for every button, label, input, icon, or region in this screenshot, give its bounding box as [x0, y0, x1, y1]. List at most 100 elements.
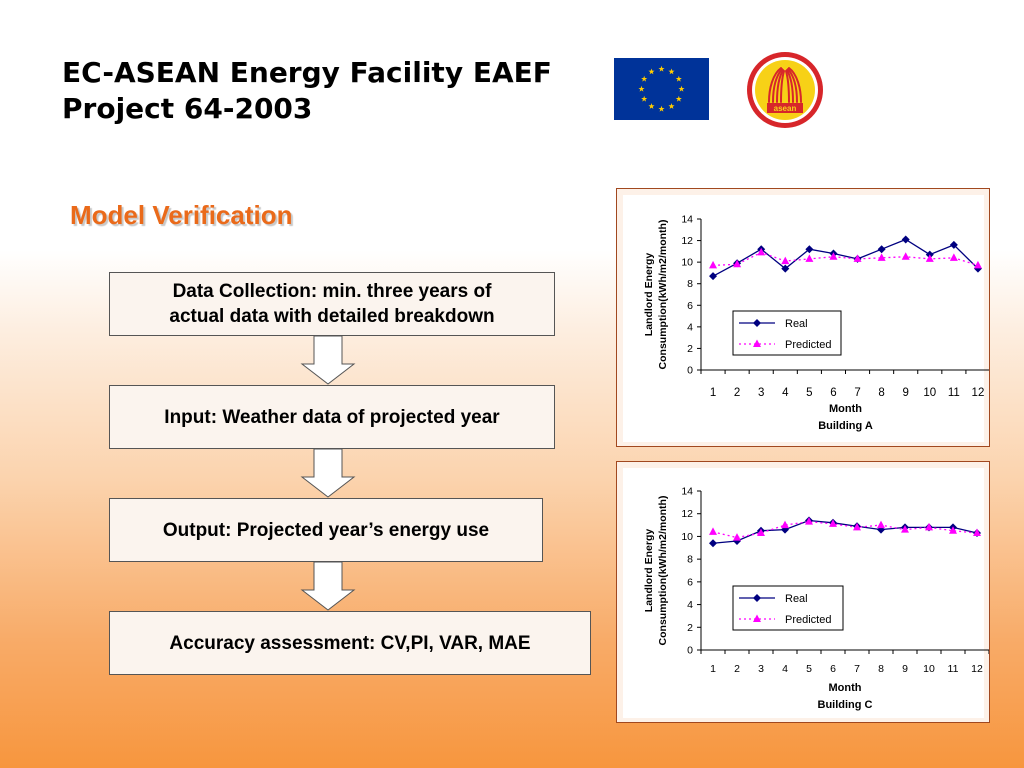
chart-legend: [732, 585, 844, 631]
y-axis-label-line-1: Landlord Energy: [643, 529, 655, 613]
eu-star-icon: [658, 65, 665, 72]
chart-title: Building C: [818, 699, 873, 711]
legend-marker-predicted: [753, 339, 761, 347]
x-tick-label: 11: [948, 387, 960, 399]
x-tick-label: 4: [782, 387, 789, 399]
down-arrow-icon: [300, 336, 356, 385]
flow-step-output: Output: Projected year’s energy use: [109, 498, 543, 562]
chart-building-c: 0 2 4 6 8 10 12 14 1 2 3 4 5 6 7 8 9 10 11 12 Month Building …: [616, 461, 990, 723]
eu-star-icon: [658, 105, 665, 112]
y-tick-label: 4: [687, 321, 693, 333]
flow-step-input: Input: Weather data of projected year: [109, 385, 555, 449]
chart-building-a: 0 2 4 6 8 10 12 14 1 2 3 4 5 6 7 8 9 10 11 12 Month Building …: [616, 188, 990, 447]
asean-logo: asean: [747, 52, 823, 128]
x-tick-label: 10: [923, 387, 936, 399]
flow-step-2-label: Input: Weather data of projected year: [164, 406, 500, 428]
x-tick-label: 2: [734, 387, 740, 399]
x-axis-label: Month: [829, 682, 862, 694]
point-predicted: [757, 247, 766, 256]
point-predicted: [853, 254, 862, 262]
flow-step-1-line-1: Data Collection: min. three years of: [172, 281, 492, 302]
x-tick-label: 3: [758, 387, 764, 399]
legend-label-real: Real: [785, 593, 808, 605]
y-axis-label-line-2: Consumption(kWh/m2/month): [657, 220, 669, 370]
x-tick-label: 3: [758, 663, 764, 675]
x-tick-label: 1: [710, 387, 716, 399]
point-predicted: [829, 252, 838, 260]
x-tick-label: 9: [903, 387, 909, 399]
point-predicted: [877, 253, 886, 261]
y-tick-label: 14: [681, 214, 693, 226]
flow-step-data-collection: Data Collection: min. three years of act…: [109, 272, 555, 336]
eu-star-icon: [641, 95, 648, 102]
flow-step-3-label: Output: Projected year’s energy use: [162, 519, 490, 541]
eu-star-icon: [638, 85, 645, 92]
point-predicted: [973, 260, 982, 269]
legend-marker-real: [753, 319, 761, 327]
flow-step-4-label: Accuracy assessment: CV,PI, VAR, MAE: [169, 632, 531, 654]
eu-star-icon: [668, 103, 675, 109]
series-line-real: [712, 519, 978, 544]
point-predicted: [949, 253, 958, 261]
y-tick-label: 8: [687, 554, 693, 566]
point-predicted: [781, 256, 790, 265]
point-real: [805, 245, 814, 254]
point-predicted: [925, 522, 933, 531]
point-predicted: [877, 520, 885, 529]
x-tick-label: 9: [902, 663, 908, 675]
series-line-real: [712, 238, 979, 277]
eu-star-icon: [648, 103, 655, 109]
x-tick-label: 7: [854, 663, 860, 675]
point-predicted: [901, 252, 910, 260]
x-tick-label: 6: [830, 663, 836, 675]
point-predicted: [805, 254, 814, 262]
x-tick-label: 5: [806, 387, 812, 399]
x-tick-label: 12: [971, 663, 983, 675]
point-predicted: [949, 526, 957, 534]
y-tick-label: 6: [687, 576, 693, 588]
y-tick-label: 12: [681, 235, 693, 247]
title-line-2: Project 64-2003: [62, 92, 313, 125]
x-tick-label: 1: [710, 663, 716, 675]
point-predicted: [925, 254, 934, 262]
point-real: [709, 272, 718, 281]
series-line-predicted: [712, 521, 978, 539]
x-tick-label: 5: [806, 663, 812, 675]
point-predicted: [853, 522, 861, 531]
flow-step-accuracy-assessment: Accuracy assessment: CV,PI, VAR, MAE: [109, 611, 591, 675]
point-predicted: [733, 533, 741, 541]
point-predicted: [781, 520, 789, 529]
y-tick-label: 2: [687, 343, 693, 355]
legend-marker-predicted: [753, 614, 761, 622]
point-real: [709, 539, 717, 548]
eu-star-icon: [675, 75, 682, 82]
y-tick-label: 10: [681, 531, 693, 543]
section-title: Model Verification: [70, 200, 293, 230]
y-axis-label-line-2: Consumption(kWh/m2/month): [657, 496, 669, 646]
down-arrow-icon: [300, 449, 356, 498]
flow-step-1-line-2: actual data with detailed breakdown: [169, 306, 495, 327]
y-tick-label: 12: [681, 508, 693, 520]
y-axis-label-line-1: Landlord Energy: [643, 253, 655, 337]
point-real: [901, 235, 910, 244]
eu-star-icon: [675, 95, 682, 102]
x-tick-label: 8: [878, 387, 884, 399]
point-real: [781, 525, 789, 534]
x-tick-label: 8: [878, 663, 884, 675]
point-predicted: [829, 519, 837, 527]
legend-label-predicted: Predicted: [785, 614, 831, 626]
point-predicted: [757, 528, 765, 537]
y-tick-label: 0: [687, 365, 693, 377]
page-title: EC-ASEAN Energy Facility EAEF Project 64…: [62, 55, 552, 127]
x-tick-label: 4: [782, 663, 788, 675]
y-tick-label: 14: [681, 486, 693, 498]
eu-flag-logo: [614, 58, 709, 120]
chart-legend: [732, 310, 842, 356]
x-tick-label: 10: [923, 663, 935, 675]
point-real: [949, 240, 958, 249]
point-real: [781, 264, 790, 273]
series-line-predicted: [713, 251, 979, 267]
point-predicted: [805, 517, 813, 525]
y-tick-label: 6: [687, 300, 693, 312]
